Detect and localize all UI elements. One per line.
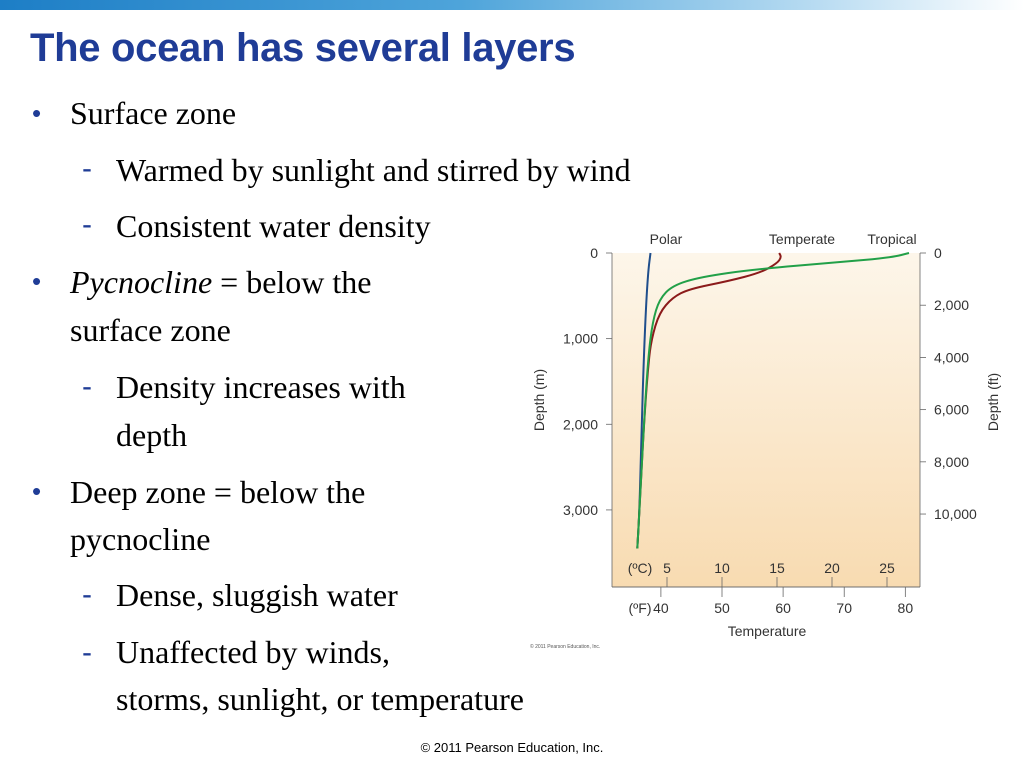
- sub-bullet-text-cont: depth: [116, 417, 188, 453]
- bullet-icon: •: [32, 98, 42, 128]
- y-axis-label-left: Depth (m): [531, 369, 547, 431]
- dash-icon: -: [82, 208, 92, 241]
- series-label-tropical: Tropical: [867, 231, 916, 247]
- y-tick-label-m: 1,000: [563, 331, 598, 347]
- y-tick-label-ft: 10,000: [934, 506, 977, 522]
- x-tick-label-f: 60: [775, 600, 791, 616]
- bullet-text: Pycnocline = below the: [70, 266, 371, 298]
- slide-title: The ocean has several layers: [30, 26, 576, 70]
- series-label-temperate: Temperate: [769, 231, 835, 247]
- x-tick-label-c: 15: [769, 560, 785, 576]
- x-tick-label-c: 20: [824, 560, 840, 576]
- series-label-polar: Polar: [650, 231, 683, 247]
- x-tick-label-f: 50: [714, 600, 730, 616]
- x-tick-label-f: 40: [653, 600, 669, 616]
- y-axis-label-right: Depth (ft): [985, 373, 1001, 431]
- series-line-tropical: [636, 252, 910, 549]
- y-tick-label-m: 0: [590, 245, 598, 261]
- pycnocline-term: Pycnocline: [70, 264, 213, 300]
- fahrenheit-unit-label: (ºF): [629, 600, 652, 616]
- celsius-unit-label: (ºC): [628, 560, 653, 576]
- sub-bullet-text: Unaffected by winds,: [116, 634, 390, 670]
- top-accent-bar: [0, 0, 1024, 10]
- bullet-icon: •: [32, 476, 42, 506]
- x-tick-label-c: 25: [879, 560, 895, 576]
- y-tick-label-ft: 0: [934, 245, 942, 261]
- dash-icon: -: [82, 152, 92, 185]
- sub-bullet-text: Warmed by sunlight and stirred by wind: [116, 152, 631, 188]
- y-tick-label-ft: 6,000: [934, 402, 969, 418]
- y-tick-label-ft: 4,000: [934, 349, 969, 365]
- y-tick-label-m: 2,000: [563, 416, 598, 432]
- bullet-text-cont: surface zone: [70, 312, 231, 348]
- y-tick-label-ft: 2,000: [934, 297, 969, 313]
- footer-copyright: © 2011 Pearson Education, Inc.: [420, 740, 604, 755]
- bullet-text-cont: pycnocline: [70, 521, 211, 557]
- x-axis-label: Temperature: [728, 623, 807, 639]
- x-tick-label-f: 70: [836, 600, 852, 616]
- x-tick-label-f: 80: [898, 600, 914, 616]
- y-tick-label-ft: 8,000: [934, 454, 969, 470]
- sub-bullet-text: Consistent water density: [116, 208, 431, 244]
- x-tick-label-c: 10: [714, 560, 730, 576]
- series-line-polar: [636, 252, 652, 549]
- bullet-text: Surface zone: [70, 95, 237, 131]
- sub-bullet-text: Dense, sluggish water: [116, 577, 398, 613]
- temperature-depth-chart: 0 1,000 2,000 3,000 0 2,000 4,000 6,000 8,000 10,…: [530, 231, 1001, 650]
- figure-credit: © 2011 Pearson Education, Inc.: [530, 643, 600, 650]
- x-tick-label-c: 5: [663, 560, 671, 576]
- bullet-text: Deep zone = below the: [70, 474, 366, 510]
- dash-icon: -: [82, 636, 92, 669]
- dash-icon: -: [82, 370, 92, 403]
- y-tick-label-m: 3,000: [563, 502, 598, 518]
- dash-icon: -: [82, 578, 92, 611]
- sub-bullet-text: Density increases with: [116, 369, 406, 405]
- bullet-text-rest: = below the: [212, 264, 372, 300]
- sub-bullet-text-cont: storms, sunlight, or temperature: [116, 681, 524, 717]
- temperature-depth-figure: 0 1,000 2,000 3,000 0 2,000 4,000 6,000 8,000 10,…: [520, 222, 1010, 652]
- bullet-icon: •: [32, 266, 42, 296]
